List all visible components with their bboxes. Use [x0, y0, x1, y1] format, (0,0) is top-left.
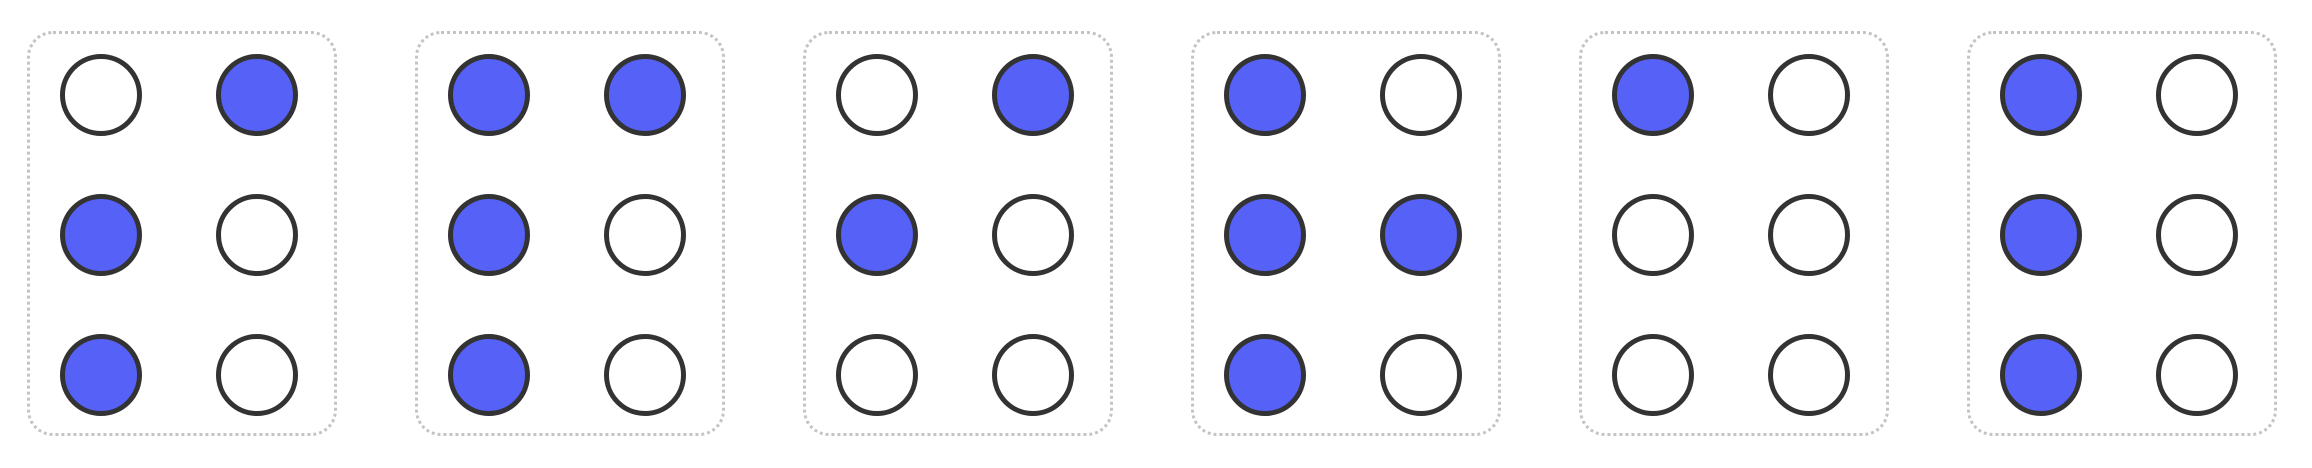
braille-dot-raised [60, 334, 142, 416]
braille-dot-empty [992, 334, 1074, 416]
braille-dot-empty [604, 194, 686, 276]
braille-dot-raised [1612, 54, 1694, 136]
braille-dot-raised [2000, 194, 2082, 276]
braille-dot-raised [1224, 194, 1306, 276]
braille-dot-empty [216, 334, 298, 416]
braille-dot-empty [2156, 334, 2238, 416]
braille-dot-empty [836, 54, 918, 136]
braille-dot-empty [1768, 334, 1850, 416]
braille-dot-raised [60, 194, 142, 276]
braille-cell [1191, 31, 1501, 436]
braille-dot-empty [1612, 334, 1694, 416]
braille-dot-empty [1380, 54, 1462, 136]
braille-dot-empty [1768, 194, 1850, 276]
braille-dot-raised [992, 54, 1074, 136]
braille-dot-raised [2000, 334, 2082, 416]
braille-cell [27, 31, 337, 436]
braille-dot-raised [448, 334, 530, 416]
braille-cell [803, 31, 1113, 436]
braille-dot-empty [1612, 194, 1694, 276]
braille-dot-empty [604, 334, 686, 416]
braille-dot-raised [448, 194, 530, 276]
braille-dot-raised [836, 194, 918, 276]
braille-dot-raised [604, 54, 686, 136]
braille-cell [415, 31, 725, 436]
braille-dot-empty [1380, 334, 1462, 416]
braille-dot-empty [2156, 54, 2238, 136]
braille-dot-raised [1224, 334, 1306, 416]
braille-dot-empty [836, 334, 918, 416]
braille-cell [1579, 31, 1889, 436]
braille-dot-raised [1380, 194, 1462, 276]
braille-dot-empty [2156, 194, 2238, 276]
braille-dot-raised [1224, 54, 1306, 136]
braille-dot-empty [60, 54, 142, 136]
braille-dot-raised [2000, 54, 2082, 136]
braille-dot-empty [992, 194, 1074, 276]
braille-dot-empty [1768, 54, 1850, 136]
braille-cell [1967, 31, 2277, 436]
braille-dot-raised [448, 54, 530, 136]
braille-dot-empty [216, 194, 298, 276]
braille-dot-raised [216, 54, 298, 136]
